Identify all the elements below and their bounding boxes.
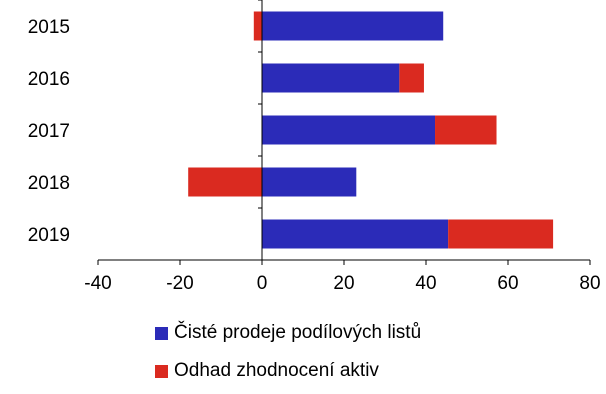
bar-2017-series-2 bbox=[435, 115, 497, 145]
category-label-2018: 2018 bbox=[28, 173, 70, 194]
legend: Čisté prodeje podílových listů Odhad zho… bbox=[155, 318, 421, 394]
category-label-2019: 2019 bbox=[28, 225, 70, 246]
bar-2016-series-1 bbox=[262, 63, 400, 93]
bar-2015-series-2 bbox=[253, 11, 262, 41]
legend-label-series-2: Odhad zhodnocení aktiv bbox=[174, 360, 379, 381]
chart-root: 2015 2016 2017 2018 2019 -40 -20 0 20 40 60 80 Čist… bbox=[28, 0, 601, 381]
category-label-2017: 2017 bbox=[28, 121, 70, 142]
x-tick-label: 20 bbox=[333, 273, 354, 294]
x-tick-label: -40 bbox=[84, 273, 111, 294]
x-tick-label: 0 bbox=[257, 273, 268, 294]
bars-group bbox=[188, 11, 554, 249]
x-tick-label: -20 bbox=[166, 273, 193, 294]
x-tick-label: 60 bbox=[497, 273, 518, 294]
bar-2019-series-2 bbox=[448, 219, 554, 249]
legend-swatch-series-2 bbox=[155, 364, 168, 378]
legend-label-series-1: Čisté prodeje podílových listů bbox=[174, 322, 422, 343]
axes-group bbox=[97, 0, 591, 265]
bar-2017-series-1 bbox=[262, 115, 436, 145]
legend-item-series-1: Čisté prodeje podílových listů bbox=[155, 318, 421, 348]
x-tick-label: 40 bbox=[415, 273, 436, 294]
bar-2018-series-1 bbox=[262, 167, 357, 197]
bar-chart: 2015 2016 2017 2018 2019 -40 -20 0 20 40 60 80 bbox=[28, 0, 601, 294]
category-label-2015: 2015 bbox=[28, 17, 70, 38]
labels-group: 2015 2016 2017 2018 2019 -40 -20 0 20 40 60 80 bbox=[28, 17, 601, 294]
category-label-2016: 2016 bbox=[28, 69, 70, 90]
bar-2018-series-2 bbox=[188, 167, 262, 197]
x-tick-label: 80 bbox=[579, 273, 600, 294]
legend-item-series-2: Odhad zhodnocení aktiv bbox=[155, 356, 421, 386]
bar-2019-series-1 bbox=[262, 219, 449, 249]
legend-swatch-series-1 bbox=[155, 326, 168, 340]
bar-2016-series-2 bbox=[399, 63, 424, 93]
bar-2015-series-1 bbox=[262, 11, 444, 41]
